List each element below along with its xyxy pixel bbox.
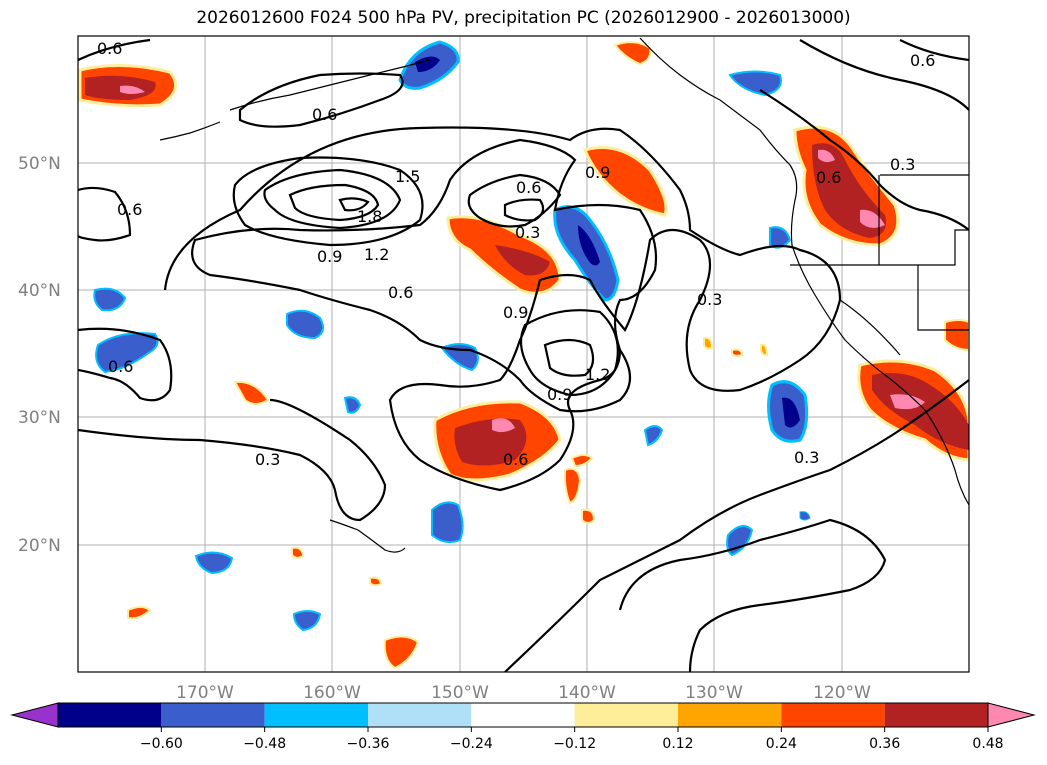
contour-label: 0.3 [255, 450, 280, 469]
state-border-ne [790, 229, 969, 266]
contour-label: 0.6 [503, 450, 528, 469]
contour-labels: 0.6 0.6 0.6 0.6 0.6 0.6 0.6 0.3 0.3 0.3 … [97, 39, 935, 469]
contour-0-6-ne2 [799, 39, 969, 111]
colorbar-segment [368, 703, 472, 727]
contour-1-8 [288, 183, 380, 222]
map-title: 2026012600 F024 500 hPa PV, precipitatio… [196, 8, 851, 28]
contour-label: 0.9 [503, 303, 528, 322]
contour-label: 0.3 [515, 223, 540, 242]
hawaiian-islands [329, 519, 406, 553]
contour-label: 0.3 [697, 290, 722, 309]
map-border [77, 35, 970, 673]
contour-0-3-se [618, 518, 887, 672]
colorbar-segment [781, 703, 885, 727]
contour-label: 0.9 [317, 247, 342, 266]
colorbar-tick-label: 0.36 [869, 736, 900, 752]
lon-label-120w: 120°W [813, 683, 871, 703]
colorbar-segment [471, 703, 575, 727]
colorbar-segment [58, 703, 162, 727]
contour-label: 0.6 [816, 168, 841, 187]
longitude-labels: 170°W 160°W 150°W 140°W 130°W 120°W [176, 683, 871, 703]
contour-0-3-west [78, 327, 173, 402]
contour-1-5 [263, 168, 402, 230]
state-border-ca-nv [839, 299, 901, 356]
north-america-coast [639, 37, 969, 506]
contour-label: 0.6 [108, 357, 133, 376]
contour-label: 0.6 [97, 39, 122, 58]
colorbar-extend-max [987, 702, 1036, 728]
aleutian-islands-west [159, 121, 221, 141]
contour-0-6-northwest [78, 38, 151, 61]
contour-label: 0.6 [117, 200, 142, 219]
contour-0-3-central [78, 398, 387, 522]
contour-label: 1.8 [357, 207, 382, 226]
lon-label-130w: 130°W [685, 683, 743, 703]
contour-label: 1.5 [395, 167, 420, 186]
contour-1-8-inner [338, 197, 370, 212]
coastlines [159, 37, 969, 553]
colorbar-segment [678, 703, 782, 727]
precip-negative-areas [93, 40, 811, 632]
colorbar-extend-min [10, 702, 59, 728]
contour-label: 0.6 [910, 51, 935, 70]
contour-label: 0.3 [890, 155, 915, 174]
contour-0-3-inner [503, 198, 545, 222]
contour-label: 0.6 [312, 105, 337, 124]
contour-1-2 [232, 156, 424, 247]
contour-0-6-west [78, 186, 132, 242]
lon-label-140w: 140°W [558, 683, 616, 703]
contour-0-9 [191, 138, 658, 413]
contour-label: 0.6 [388, 283, 413, 302]
colorbar-segment [574, 703, 678, 727]
lat-label-20n: 20°N [18, 536, 61, 556]
contour-1-2-inner [543, 338, 595, 377]
colorbar-segment [884, 703, 988, 727]
lon-label-160w: 160°W [303, 683, 361, 703]
contour-0-6-inner [467, 173, 562, 228]
lat-label-40n: 40°N [18, 281, 61, 301]
contour-0-6-north [238, 72, 404, 128]
lat-label-50n: 50°N [18, 154, 61, 174]
colorbar-tick-label: −0.48 [243, 736, 286, 752]
contour-0-6-northeast [899, 39, 969, 62]
contour-label: 0.3 [794, 448, 819, 467]
pv-contours [78, 38, 969, 672]
contour-0-3-south [504, 379, 969, 672]
colorbar-tick-label: −0.60 [140, 736, 183, 752]
colorbar-tick-label: −0.12 [553, 736, 596, 752]
colorbar: −0.60 −0.48 −0.36 −0.24 −0.12 0.12 0.24 0.36 0.4… [10, 702, 1036, 752]
colorbar-segment [264, 703, 368, 727]
colorbar-tick-label: −0.36 [347, 736, 390, 752]
colorbar-segment [161, 703, 265, 727]
lon-label-150w: 150°W [431, 683, 489, 703]
colorbar-frame [57, 702, 989, 728]
colorbar-tick-label: 0.24 [766, 736, 797, 752]
colorbar-tick-label: −0.24 [450, 736, 493, 752]
state-border-utah [917, 265, 969, 331]
precip-positive-areas [78, 41, 969, 670]
colorbar-tick-label: 0.12 [662, 736, 693, 752]
contour-0-3-ne [759, 89, 969, 231]
contour-label: 0.9 [547, 385, 572, 404]
colorbar-tick-label: 0.48 [972, 736, 1003, 752]
aleutian-islands [229, 59, 431, 111]
lat-label-30n: 30°N [18, 408, 61, 428]
contour-0-6 [163, 126, 842, 492]
contour-1-2-south [519, 309, 619, 397]
contour-label: 0.6 [516, 178, 541, 197]
contour-label: 0.9 [585, 163, 610, 182]
latitude-labels: 50°N 40°N 30°N 20°N [18, 154, 61, 556]
contour-label: 1.2 [364, 245, 389, 264]
contour-label: 1.2 [585, 365, 610, 384]
lon-label-170w: 170°W [176, 683, 234, 703]
